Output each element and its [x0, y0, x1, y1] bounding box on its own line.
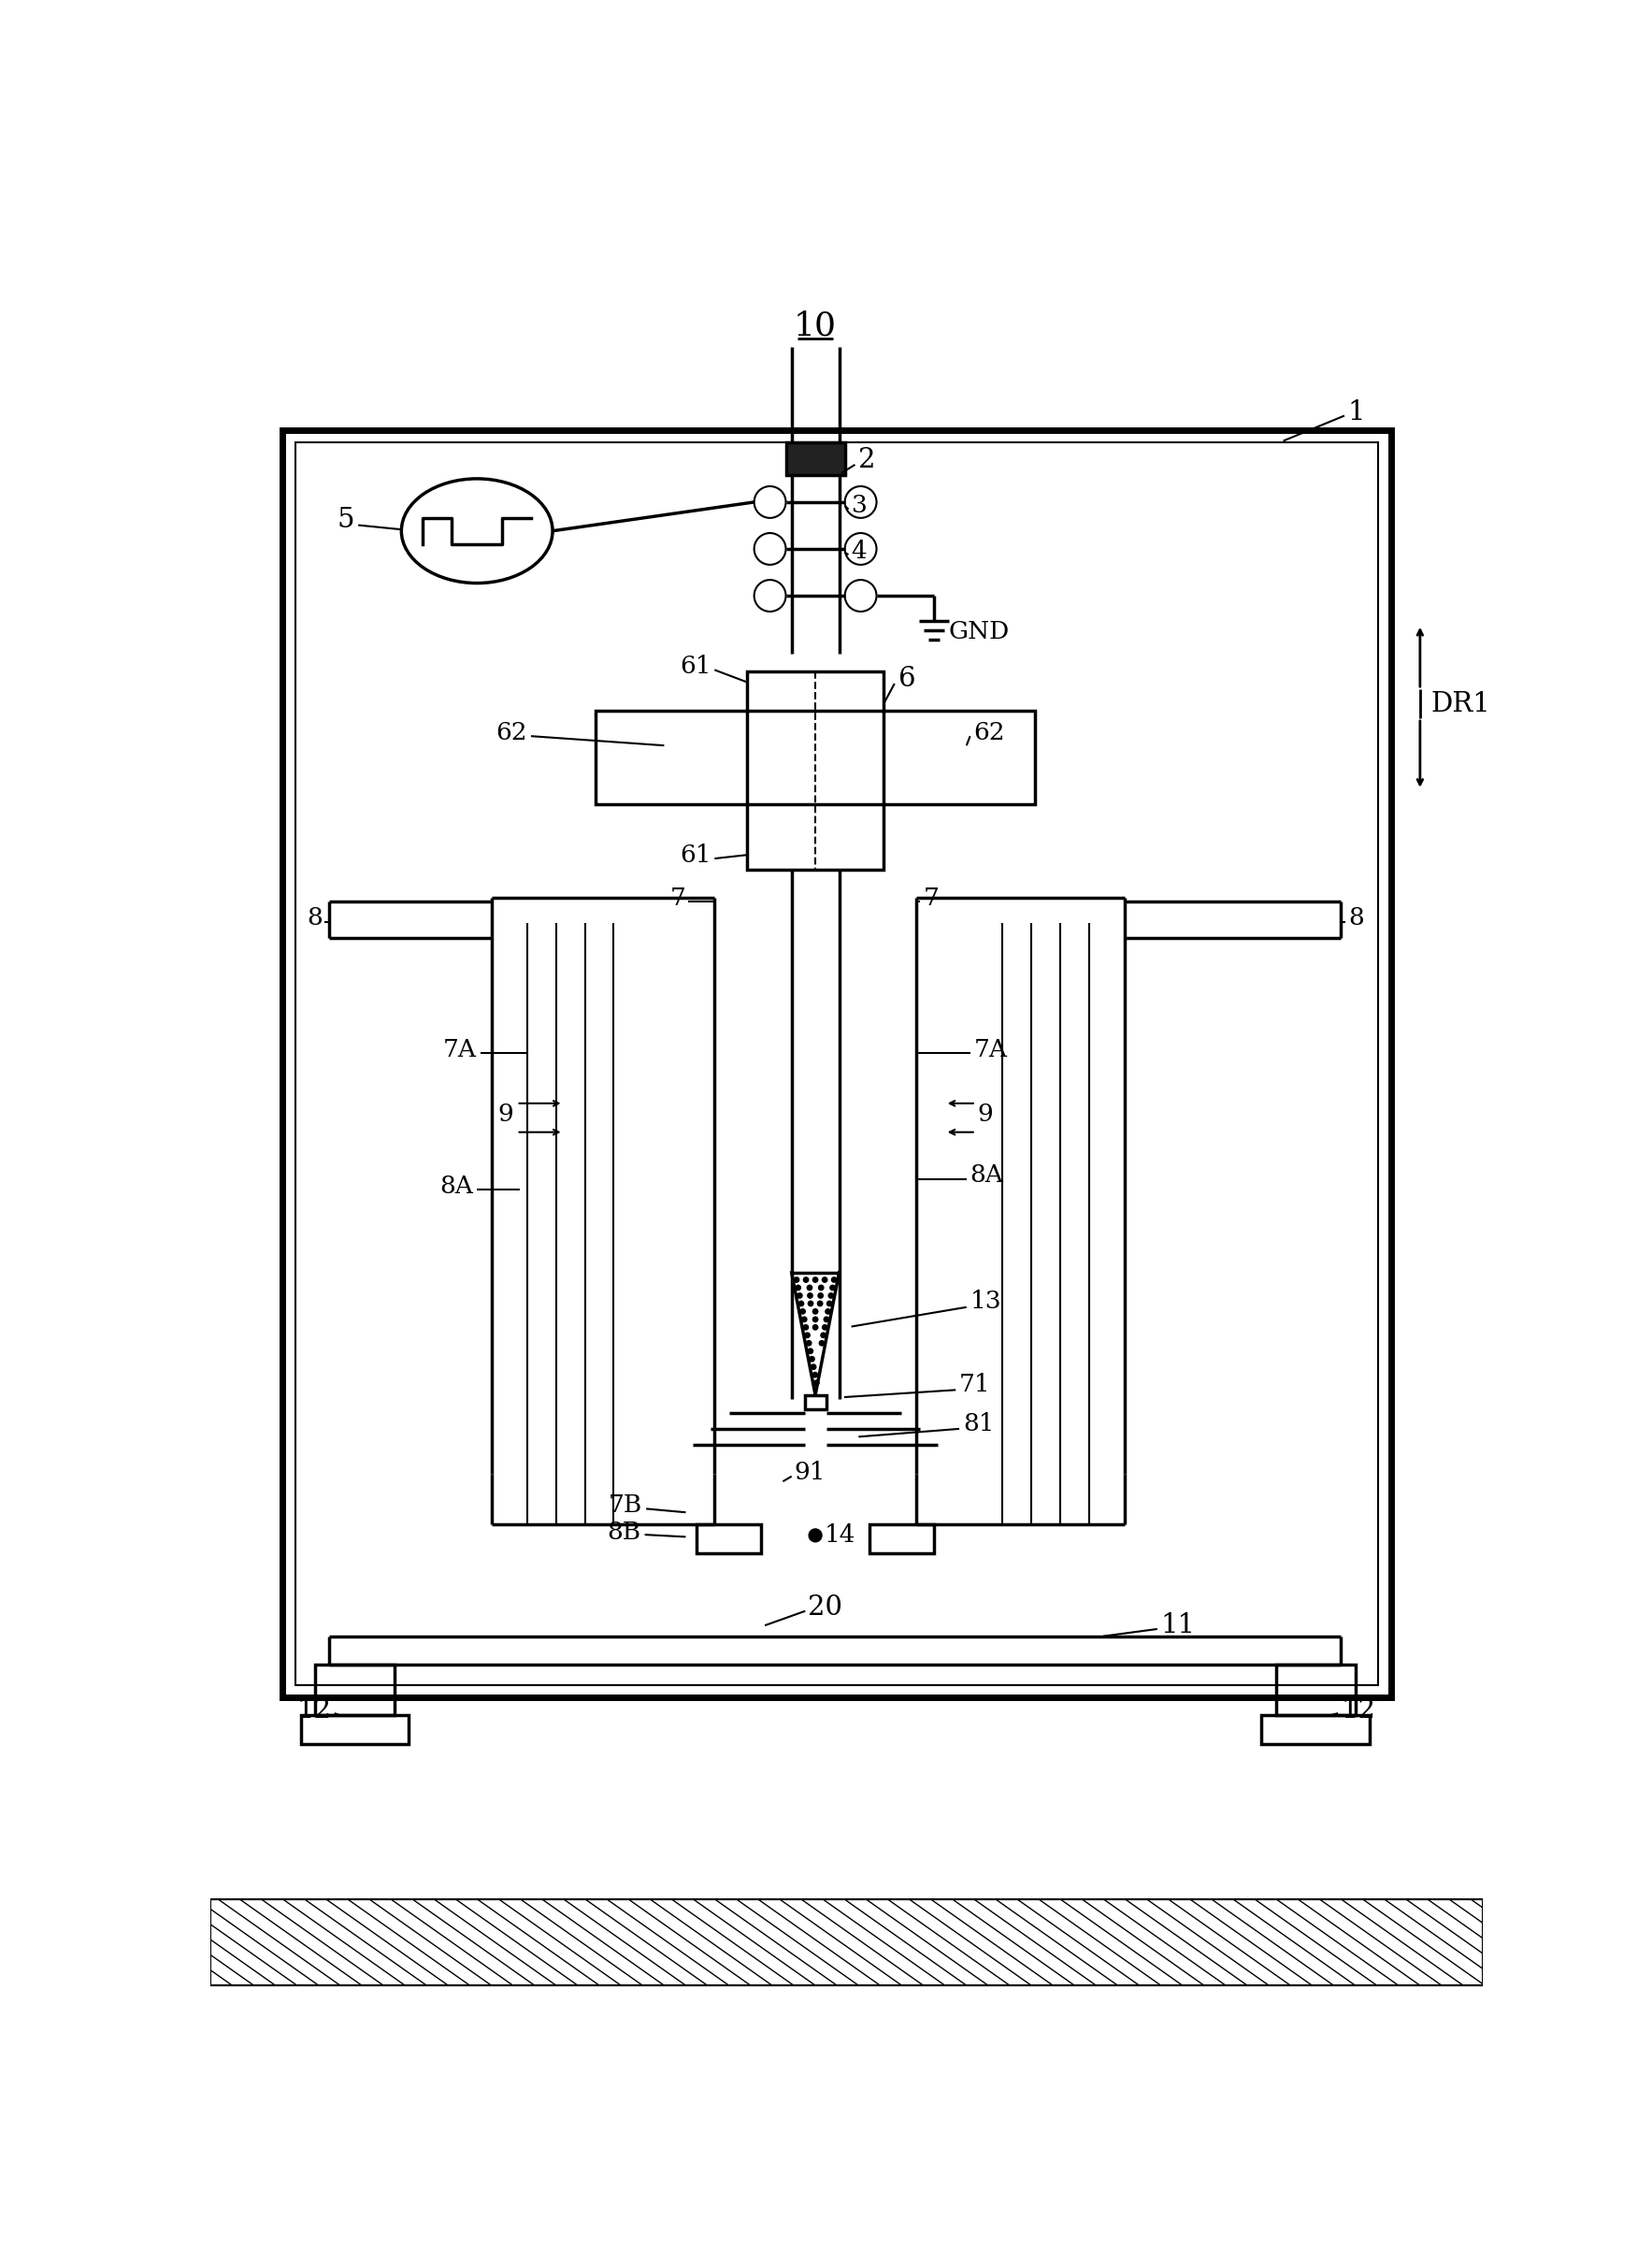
Circle shape — [808, 1302, 813, 1306]
Text: 12: 12 — [1341, 1698, 1376, 1723]
Bar — [1275, 1664, 1355, 1716]
Circle shape — [826, 1309, 831, 1313]
Bar — [296, 441, 1378, 1684]
Circle shape — [828, 1302, 833, 1306]
Circle shape — [801, 1318, 806, 1322]
Text: 3: 3 — [851, 494, 867, 518]
Text: 2: 2 — [859, 448, 876, 473]
Text: 8B: 8B — [608, 1519, 641, 1544]
Text: 91: 91 — [793, 1460, 824, 1485]
Text: 7B: 7B — [608, 1494, 643, 1517]
Text: 5: 5 — [337, 507, 355, 534]
Bar — [301, 1716, 408, 1743]
Text: 62: 62 — [973, 720, 1004, 745]
Bar — [786, 441, 844, 475]
Bar — [316, 1664, 395, 1716]
Text: 9: 9 — [497, 1103, 514, 1125]
Circle shape — [824, 1318, 829, 1322]
Bar — [805, 1395, 826, 1410]
Circle shape — [818, 1302, 823, 1306]
Circle shape — [798, 1302, 805, 1306]
Circle shape — [803, 1324, 808, 1329]
Circle shape — [808, 1349, 813, 1354]
Circle shape — [814, 1381, 819, 1386]
Circle shape — [809, 1356, 814, 1361]
Circle shape — [813, 1277, 818, 1281]
Text: DR1: DR1 — [1431, 691, 1490, 718]
Text: 10: 10 — [795, 310, 838, 342]
Text: 8: 8 — [307, 906, 322, 931]
Text: 20: 20 — [808, 1594, 843, 1621]
Bar — [1262, 1716, 1370, 1743]
Text: 13: 13 — [970, 1290, 1001, 1313]
Circle shape — [823, 1277, 828, 1281]
Circle shape — [813, 1324, 818, 1329]
Text: 7: 7 — [923, 887, 938, 910]
Bar — [747, 672, 884, 711]
Text: 11: 11 — [1161, 1612, 1196, 1639]
Bar — [884, 711, 1034, 804]
Circle shape — [809, 1528, 821, 1542]
Bar — [211, 1899, 1483, 1986]
Text: 71: 71 — [960, 1372, 991, 1397]
Text: 7: 7 — [671, 887, 686, 910]
Bar — [697, 1524, 762, 1553]
Bar — [282, 430, 1391, 1698]
Bar — [869, 1524, 933, 1553]
Circle shape — [798, 1293, 803, 1297]
Circle shape — [819, 1340, 824, 1345]
Circle shape — [808, 1293, 813, 1297]
Circle shape — [805, 1333, 809, 1338]
Text: 62: 62 — [496, 720, 527, 745]
Text: 8: 8 — [1348, 906, 1363, 931]
Circle shape — [813, 1318, 818, 1322]
Circle shape — [803, 1277, 808, 1281]
Circle shape — [813, 1309, 818, 1313]
Bar — [596, 711, 747, 804]
Text: 9: 9 — [978, 1103, 993, 1125]
Text: 8A: 8A — [439, 1175, 474, 1198]
Circle shape — [813, 1372, 818, 1377]
Circle shape — [808, 1286, 813, 1290]
Circle shape — [796, 1286, 801, 1290]
Circle shape — [831, 1277, 836, 1281]
Text: 12: 12 — [297, 1698, 332, 1723]
Circle shape — [811, 1365, 816, 1370]
Text: 8A: 8A — [970, 1164, 1004, 1186]
Text: 81: 81 — [963, 1413, 995, 1435]
Circle shape — [829, 1293, 834, 1297]
Circle shape — [818, 1286, 824, 1290]
Bar — [747, 804, 884, 869]
Text: 6: 6 — [899, 666, 915, 691]
Text: 7A: 7A — [973, 1037, 1008, 1062]
Text: 1: 1 — [1348, 398, 1365, 426]
Circle shape — [818, 1293, 823, 1297]
Text: GND: GND — [948, 620, 1009, 643]
Circle shape — [800, 1309, 805, 1313]
Text: 7A: 7A — [443, 1037, 477, 1062]
Text: 61: 61 — [679, 654, 710, 677]
Circle shape — [795, 1277, 800, 1281]
Text: 61: 61 — [679, 842, 710, 867]
Text: 4: 4 — [851, 539, 867, 564]
Circle shape — [806, 1340, 811, 1345]
Circle shape — [821, 1333, 826, 1338]
Circle shape — [823, 1324, 828, 1329]
Text: 14: 14 — [824, 1524, 856, 1546]
Circle shape — [829, 1286, 834, 1290]
